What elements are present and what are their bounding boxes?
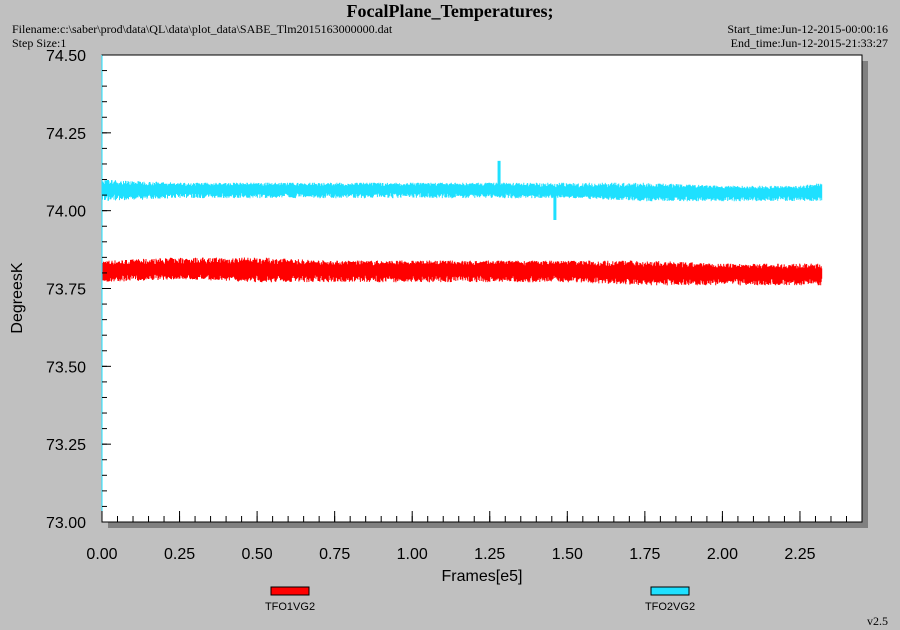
axis-layer: 73.00 73.25 73.50 73.75 74.00 74.25 74.50 0.00 0… [46, 48, 863, 563]
filename-label: Filename:c:\saber\prod\data\QL\data\plot… [12, 22, 393, 36]
y-axis-title: DegreesK [9, 262, 26, 333]
chart-title: FocalPlane_Temperatures; [346, 1, 554, 21]
x-tick-label: 0.50 [242, 546, 273, 563]
legend-swatch-tfo2vg2 [650, 586, 690, 596]
x-tick-label: 2.25 [784, 546, 815, 563]
y-tick-label: 73.50 [46, 359, 86, 376]
x-axis-title: Frames[e5] [442, 568, 523, 585]
legend-label-tfo2vg2: TFO2VG2 [645, 601, 695, 613]
x-tick-label: 0.25 [164, 546, 195, 563]
legend-label-tfo1vg2: TFO1VG2 [265, 601, 315, 613]
plot-area [101, 54, 863, 523]
y-tick-label: 73.25 [46, 437, 86, 454]
start-time-label: Start_time:Jun-12-2015-00:00:16 [727, 22, 888, 36]
y-tick-label: 74.00 [46, 204, 86, 221]
x-tick-label: 0.75 [319, 546, 350, 563]
x-tick-label: 1.50 [552, 546, 583, 563]
legend-swatch-tfo1vg2 [270, 586, 310, 596]
x-tick-label: 1.25 [474, 546, 505, 563]
legend: TFO1VG2 TFO2VG2 [265, 586, 695, 613]
x-tick-label: 1.00 [397, 546, 428, 563]
x-tick-label: 1.75 [629, 546, 660, 563]
end-time-label: End_time:Jun-12-2015-21:33:27 [730, 36, 888, 50]
version-label: v2.5 [867, 614, 888, 628]
y-tick-label: 74.50 [46, 48, 86, 65]
y-tick-label: 73.00 [46, 515, 86, 532]
x-tick-label: 2.00 [707, 546, 738, 563]
step-size-label: Step Size:1 [12, 36, 67, 50]
y-tick-label: 74.25 [46, 126, 86, 143]
y-tick-label: 73.75 [46, 282, 86, 299]
x-tick-label: 0.00 [86, 546, 117, 563]
